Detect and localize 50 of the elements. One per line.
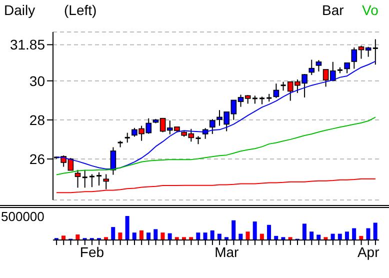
bar [118, 232, 122, 240]
bar [62, 236, 66, 240]
bar [125, 216, 130, 240]
text: (Left) [64, 2, 97, 18]
bar [160, 232, 165, 240]
bar [316, 234, 321, 240]
bar [196, 232, 200, 240]
candlestick [316, 60, 322, 72]
candlestick [124, 132, 130, 144]
bar [232, 220, 236, 240]
candlestick [96, 172, 102, 186]
x-tick-label: Mar [214, 244, 240, 260]
bar [154, 229, 158, 240]
candlestick [344, 62, 350, 74]
candlestick [89, 174, 94, 188]
line-series [56, 60, 376, 170]
y-tick-label: 26 [29, 150, 46, 167]
bar [310, 232, 314, 240]
candlestick [372, 38, 378, 66]
candlestick [273, 83, 280, 99]
bar [246, 232, 250, 240]
text: Daily [4, 2, 36, 18]
candlestick [308, 59, 315, 76]
bar [76, 234, 80, 240]
bar [252, 222, 257, 240]
x-tick-label: Apr [357, 244, 380, 260]
bar [344, 232, 349, 240]
bar [366, 228, 370, 240]
bar [146, 232, 151, 240]
bar [302, 224, 306, 240]
y-tick-label: 30 [29, 72, 46, 89]
bar [203, 232, 208, 240]
bar [267, 224, 272, 240]
bar [111, 227, 116, 240]
text: 500000 [1, 209, 44, 224]
text: Bar [322, 2, 344, 18]
bar [139, 230, 144, 240]
line-series [56, 116, 376, 176]
text: Vo [362, 2, 378, 18]
y-tick-label: 31.85 [10, 36, 46, 53]
candlestick [74, 169, 81, 188]
bar [352, 228, 356, 240]
candlestick [210, 118, 216, 134]
bar [373, 222, 378, 240]
bar [132, 232, 136, 240]
candlestick [82, 169, 88, 188]
bar [210, 230, 214, 240]
y-tick-label: 28 [29, 112, 46, 128]
line-series [56, 178, 376, 194]
x-tick-label: Feb [80, 244, 104, 260]
